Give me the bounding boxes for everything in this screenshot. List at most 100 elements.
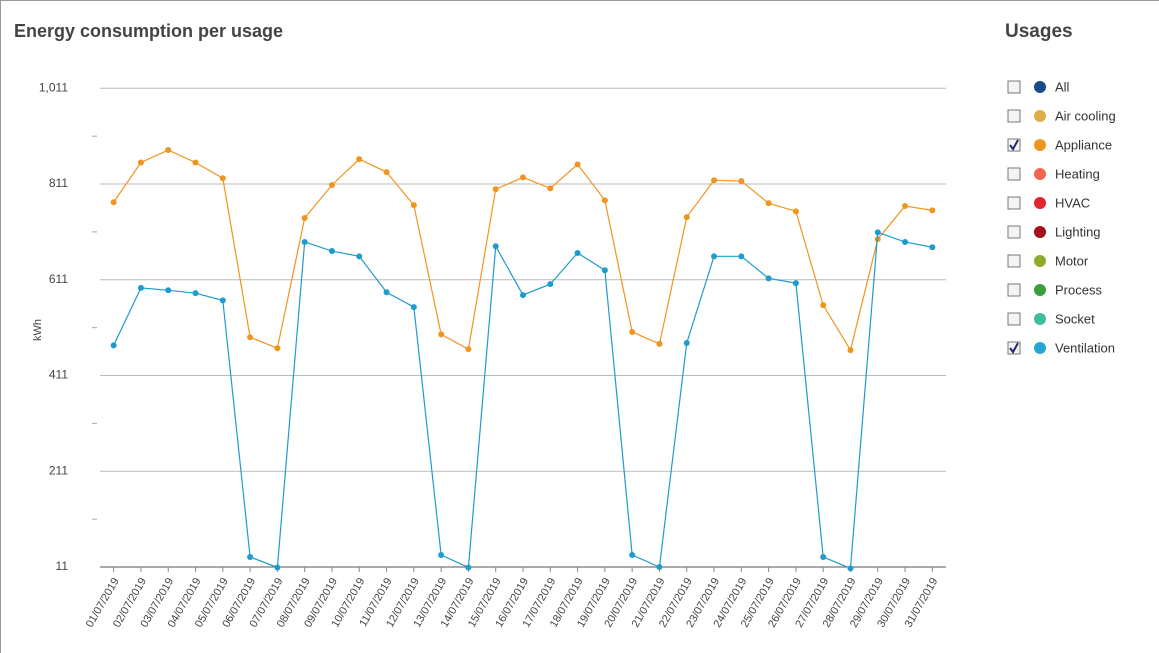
legend-swatch <box>1034 197 1046 209</box>
data-point <box>847 347 854 354</box>
data-point <box>492 243 499 250</box>
data-point <box>547 185 554 192</box>
data-point <box>711 253 718 260</box>
legend-swatch <box>1034 139 1046 151</box>
checkbox[interactable] <box>1007 80 1021 94</box>
y-tick-label: 11 <box>56 559 69 573</box>
data-point <box>219 175 226 182</box>
data-point <box>574 249 581 256</box>
data-point <box>574 161 581 168</box>
data-point <box>629 552 636 559</box>
data-point <box>165 147 172 154</box>
legend-label[interactable]: HVAC <box>1055 195 1090 210</box>
legend-title: Usages <box>1005 21 1073 42</box>
data-point <box>601 267 608 274</box>
data-point <box>656 564 663 570</box>
check-mark <box>1009 139 1019 151</box>
data-point <box>383 169 390 176</box>
data-point <box>328 181 335 188</box>
legend-swatch <box>1034 284 1046 296</box>
data-point <box>902 238 909 245</box>
legend-label[interactable]: Process <box>1055 282 1102 297</box>
y-tick-label: 211 <box>49 463 68 477</box>
data-point <box>765 275 772 282</box>
y-tick-label: 411 <box>49 368 68 382</box>
data-point <box>110 199 117 206</box>
checkbox[interactable] <box>1007 196 1021 210</box>
legend-label[interactable]: Socket <box>1055 311 1095 326</box>
data-point <box>765 200 772 207</box>
data-point <box>383 289 390 296</box>
checkbox[interactable] <box>1007 283 1021 297</box>
data-point <box>520 292 526 299</box>
y-tick-label: 1,011 <box>39 80 68 94</box>
data-point <box>110 342 117 349</box>
data-point <box>301 238 308 245</box>
data-point <box>902 203 909 210</box>
data-point <box>465 346 472 353</box>
y-tick-label: 811 <box>49 176 68 190</box>
data-point <box>192 290 199 297</box>
data-point <box>820 553 827 560</box>
data-point <box>219 297 226 304</box>
data-point <box>683 214 690 221</box>
data-point <box>847 565 854 572</box>
legend-swatch <box>1034 168 1046 180</box>
legend-label[interactable]: Motor <box>1055 253 1089 268</box>
legend-swatch <box>1034 255 1046 267</box>
data-point <box>820 302 827 309</box>
data-point <box>328 248 335 255</box>
data-point <box>929 244 936 251</box>
legend-swatch <box>1034 226 1046 238</box>
check-mark <box>1009 342 1019 354</box>
series-line <box>113 231 933 570</box>
legend-label[interactable]: All <box>1055 79 1070 94</box>
data-point <box>738 178 745 185</box>
data-point <box>165 287 172 294</box>
data-point <box>274 345 281 352</box>
checkbox[interactable] <box>1007 312 1021 326</box>
data-point <box>410 304 417 311</box>
data-point <box>356 156 363 163</box>
legend-swatch <box>1034 313 1046 325</box>
data-point <box>247 553 254 560</box>
y-axis-label: kWh <box>32 319 44 341</box>
legend-label[interactable]: Ventilation <box>1055 340 1115 355</box>
data-point <box>711 177 718 184</box>
data-point <box>492 186 499 193</box>
data-point <box>465 564 472 571</box>
data-point <box>874 229 881 236</box>
legend-label[interactable]: Air cooling <box>1055 108 1116 123</box>
data-point <box>192 159 199 166</box>
data-point <box>683 339 690 346</box>
data-point <box>438 331 445 338</box>
data-point <box>438 552 445 559</box>
data-point <box>792 280 799 287</box>
data-point <box>929 207 936 214</box>
data-point <box>410 202 417 209</box>
data-point <box>792 208 799 215</box>
chart-title: Energy consumption per usage <box>14 21 283 41</box>
data-point <box>137 284 144 291</box>
legend-label[interactable]: Appliance <box>1055 137 1112 152</box>
data-point <box>137 159 144 166</box>
data-point <box>629 328 636 335</box>
legend-swatch <box>1034 81 1046 93</box>
legend-label[interactable]: Heating <box>1055 166 1100 181</box>
checkbox[interactable] <box>1007 254 1021 268</box>
data-point <box>274 564 281 571</box>
data-point <box>356 253 363 260</box>
checkbox[interactable] <box>1007 109 1021 123</box>
data-point <box>601 197 608 204</box>
checkbox[interactable] <box>1007 225 1021 239</box>
data-point <box>520 174 526 181</box>
legend-label[interactable]: Lighting <box>1055 224 1101 239</box>
y-tick-label: 611 <box>49 272 68 286</box>
legend-swatch <box>1034 342 1046 354</box>
data-point <box>301 215 308 222</box>
checkbox[interactable] <box>1007 167 1021 181</box>
data-point <box>547 281 554 288</box>
data-point <box>738 253 745 260</box>
